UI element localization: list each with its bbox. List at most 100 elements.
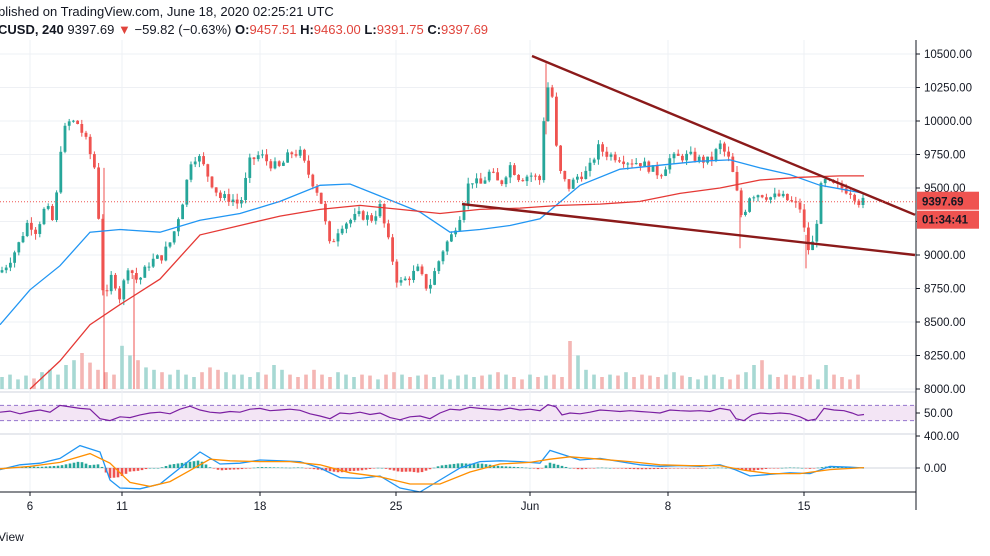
macd-hist-bar — [576, 468, 580, 470]
macd-hist-bar — [620, 468, 624, 469]
candle-body — [433, 271, 436, 285]
countdown-text: 01:34:41 — [922, 215, 969, 227]
candle-body — [454, 230, 457, 235]
candle-body — [114, 274, 117, 289]
low-label: L: — [364, 22, 377, 37]
macd-hist-bar — [372, 468, 376, 469]
volume-bar — [808, 374, 812, 389]
candle-body — [9, 262, 12, 268]
candle-body — [101, 218, 105, 291]
volume-bar — [96, 369, 100, 389]
macd-hist-bar — [116, 468, 120, 478]
macd-hist-bar — [332, 468, 336, 472]
candle-body — [546, 87, 550, 122]
candle-body — [193, 161, 197, 165]
macd-hist-bar — [432, 467, 436, 469]
volume-bar — [72, 360, 76, 389]
macd-hist-bar — [200, 461, 204, 468]
volume-bar — [752, 365, 756, 389]
volume-bar — [736, 374, 740, 389]
symbol-label[interactable]: CUSD, 240 — [0, 22, 64, 37]
macd-hist-bar — [248, 468, 252, 469]
candle-body — [542, 121, 546, 181]
macd-hist-bar — [352, 468, 356, 471]
macd-hist-bar — [448, 464, 452, 468]
candle-body — [424, 274, 428, 289]
macd-panel — [0, 444, 916, 493]
y-tick-label: 8750.00 — [924, 284, 966, 296]
macd-hist-bar — [508, 466, 512, 468]
volume-bar — [280, 369, 284, 389]
macd-hist-bar — [36, 466, 40, 468]
candle-body — [97, 167, 100, 219]
candle-body — [63, 125, 67, 152]
macd-hist-bar — [28, 466, 32, 468]
trendlines[interactable] — [461, 54, 916, 257]
candle-body — [139, 277, 142, 280]
volume-bar — [424, 374, 428, 389]
candle-body — [84, 132, 88, 137]
macd-hist-bar — [480, 463, 484, 468]
candle-body — [223, 194, 226, 198]
volume-bar — [80, 353, 84, 389]
candle-body — [559, 145, 562, 171]
high-label: H: — [300, 22, 314, 37]
macd-hist-bar — [768, 468, 772, 469]
candle-body — [529, 175, 533, 177]
candle-body — [340, 228, 344, 234]
macd-hist-bar — [52, 465, 56, 468]
volume-bar — [560, 377, 564, 389]
candle-body — [349, 219, 352, 224]
macd-hist-bar — [572, 468, 576, 469]
rsi-panel — [0, 403, 916, 422]
macd-hist-bar — [184, 462, 188, 468]
candle-body — [252, 157, 256, 160]
candle-body — [538, 175, 541, 181]
macd-hist-bar — [660, 468, 664, 469]
volume-bar — [552, 374, 556, 389]
price-candles[interactable] — [0, 63, 865, 389]
macd-hist-bar — [644, 468, 648, 470]
macd-hist-bar — [224, 468, 228, 470]
macd-hist-bar — [724, 467, 728, 469]
volume-bar — [256, 372, 260, 389]
macd-hist-bar — [800, 467, 804, 469]
macd-hist-bar — [704, 468, 708, 469]
macd-hist-bar — [204, 464, 208, 468]
candle-body — [622, 161, 625, 165]
macd-hist-bar — [596, 467, 600, 469]
candle-body — [466, 183, 470, 205]
candle-body — [681, 155, 684, 161]
macd-hist-bar — [172, 464, 176, 468]
volume-bar — [8, 374, 12, 389]
macd-hist-bar — [460, 463, 464, 468]
macd-hist-bar — [392, 468, 396, 471]
macd-hist-bar — [268, 467, 272, 468]
candle-body — [265, 154, 268, 162]
macd-hist-bar — [696, 468, 700, 469]
last-price-text: 9397.69 — [922, 197, 964, 209]
volume-bar — [216, 369, 220, 389]
macd-hist-bar — [484, 464, 488, 468]
volume-bar — [152, 369, 156, 389]
macd-hist-bar — [580, 468, 584, 470]
volume-bar — [40, 372, 44, 389]
volume-bar — [288, 374, 292, 389]
candle-body — [618, 160, 621, 162]
macd-hist-bar — [512, 466, 516, 468]
volume-bar — [304, 374, 308, 389]
candle-body — [122, 280, 126, 300]
volume-bar — [472, 377, 476, 389]
candle-body — [702, 156, 705, 163]
volume-bar — [776, 377, 780, 389]
volume-bar — [0, 377, 4, 389]
volume-bar — [64, 365, 68, 389]
moving-averages — [0, 159, 865, 390]
candle-body — [445, 241, 449, 252]
chart-header: blished on TradingView.com, June 18, 202… — [0, 0, 990, 40]
candle-body — [46, 206, 50, 209]
candle-body — [273, 161, 277, 169]
macd-hist-bar — [472, 463, 476, 468]
candle-body — [748, 198, 751, 212]
